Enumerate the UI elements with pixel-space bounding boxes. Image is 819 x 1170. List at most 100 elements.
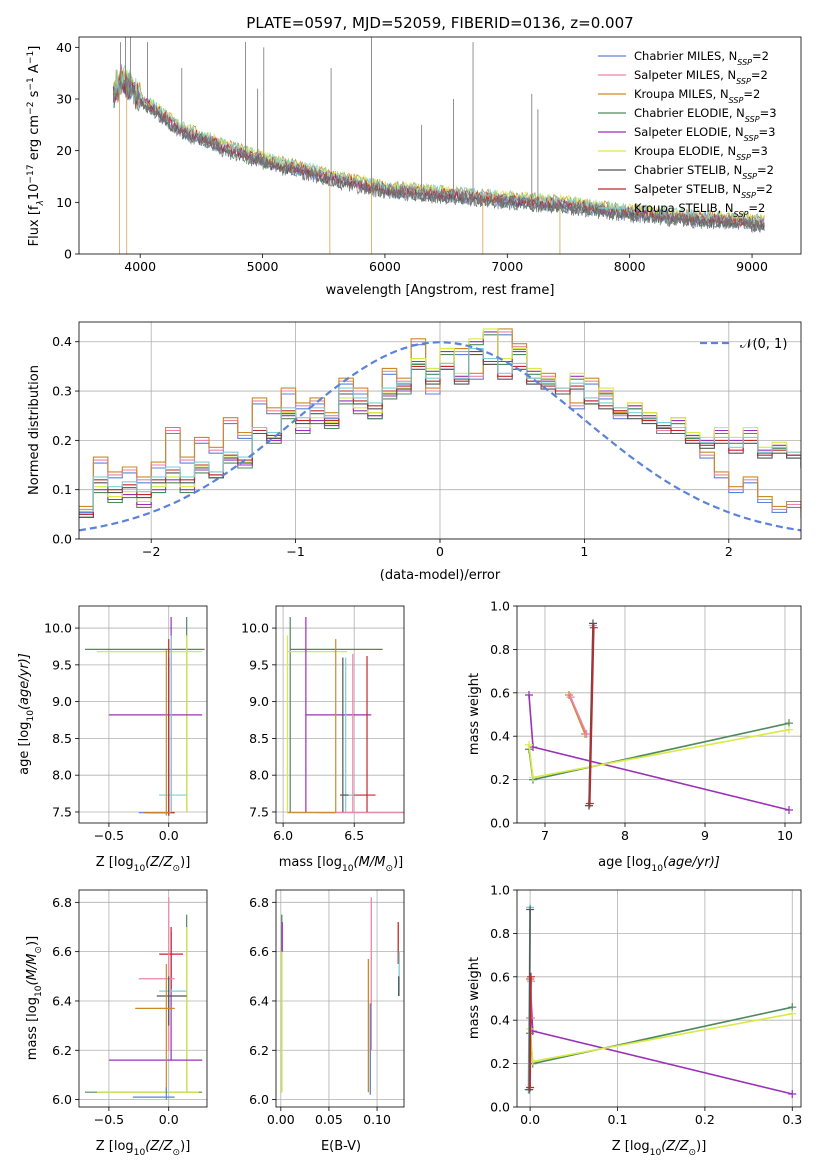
label-part: Salpeter ELODIE, N [634, 125, 744, 139]
label-part: 10 [134, 1148, 146, 1158]
y-tick-label: 40 [56, 40, 72, 55]
label-part: 10 [650, 1148, 662, 1158]
chart-spectrum: 4000 5000 6000 7000 8000 9000 0 10 20 30 40 PLATE=0… [26, 14, 802, 298]
plus-marker [785, 725, 793, 734]
x-tick-label: 0 [436, 544, 444, 559]
plus-marker [526, 905, 535, 914]
y-tick-label: 6.4 [52, 993, 72, 1008]
label-part: λ [36, 200, 46, 206]
x-axis-label: age [log10(age/yr)] [598, 855, 720, 874]
x-tick-label: −2 [142, 544, 160, 559]
label-part: Flux [f [27, 205, 42, 246]
label-part: (Z/Z [661, 1139, 689, 1154]
x-axis-label: Z [log10(Z/Z⊙)] [96, 1139, 191, 1158]
axes-frame [516, 889, 802, 1108]
plus-marker [589, 623, 598, 632]
label-part: ⊙ [34, 946, 44, 954]
chart-title: PLATE=0597, MJD=52059, FIBERID=0136, z=0… [246, 14, 633, 32]
y-tick-label: 6.8 [249, 895, 269, 910]
plus-marker [526, 972, 535, 981]
label-part: )] [180, 855, 190, 870]
plus-marker [785, 805, 793, 814]
label-part: )] [25, 936, 40, 946]
label-part: (age/yr)] [17, 653, 32, 710]
y-tick-label: 0.0 [52, 532, 72, 547]
label-part: Salpeter STELIB, N [634, 182, 741, 196]
histogram-step-line [79, 334, 801, 518]
label-part: =2 [757, 163, 774, 177]
label-part: (M/M [25, 954, 40, 986]
label-part: age [log [598, 855, 651, 870]
y-tick-label: 30 [56, 92, 72, 107]
x-tick-label: 1 [580, 544, 588, 559]
label-part: Z [log [612, 1139, 650, 1154]
legend-entry: 𝒩(0, 1) [740, 337, 787, 352]
x-axis-label: Z [log10(Z/Z⊙)] [96, 855, 191, 874]
label-part: (M/M [354, 855, 386, 870]
label-part: 10 [342, 864, 354, 874]
label-part: −2 [26, 102, 36, 115]
y-tick-label: 0.4 [490, 1013, 510, 1028]
y-tick-label: 9.0 [52, 694, 72, 709]
x-tick-label: −1 [286, 544, 304, 559]
label-part: SSP [734, 210, 749, 219]
label-part: s [27, 90, 42, 101]
y-tick-label: 8.0 [52, 768, 72, 783]
y-tick-label: 0.8 [490, 926, 510, 941]
plus-marker [525, 690, 533, 699]
plus-marker [582, 730, 591, 739]
y-tick-label: 6.2 [249, 1043, 269, 1058]
label-part: 10 [27, 184, 42, 201]
label-part: 10 [651, 864, 663, 874]
y-axis-label: Flux [fλ10−17 erg cm−2 s−1 A−1] [26, 46, 46, 247]
label-part: )] [180, 1139, 190, 1154]
label-part: )] [393, 855, 403, 870]
chart-mass-weight-vs-Z: 0.0 0.1 0.2 0.3 0.0 0.2 0.4 0.6 0.8 1.0 Z [log10(Z… [467, 883, 802, 1159]
plot-area [79, 890, 207, 1107]
y-tick-label: 8.5 [249, 731, 269, 746]
y-tick-label: 8.0 [249, 768, 269, 783]
y-tick-label: 1.0 [490, 599, 510, 614]
chart-mass-vs-Z: −0.5 0.06.06.26.46.66.8Z [log10(Z/Z⊙)]mas… [25, 889, 208, 1158]
plot-area [79, 322, 801, 539]
x-tick-label: 0.10 [363, 1112, 391, 1127]
x-tick-label: 2 [725, 544, 733, 559]
label-part: Chabrier STELIB, N [634, 163, 742, 177]
x-tick-label: 4000 [124, 259, 156, 274]
label-part: erg cm [27, 115, 42, 164]
label-part: Kroupa MILES, N [634, 87, 729, 101]
x-axis-label: E(B-V) [321, 1139, 361, 1154]
label-part: SSP [745, 115, 760, 124]
x-axis-label: mass [log10(M/M⊙)] [279, 855, 403, 874]
label-part: Z [log [96, 1139, 134, 1154]
x-tick-label: 7000 [491, 259, 523, 274]
x-axis-label: (data-model)/error [380, 568, 501, 583]
label-part: 10 [34, 985, 44, 997]
plus-marker [585, 801, 593, 810]
x-tick-label: 0.1 [608, 1112, 628, 1127]
y-tick-label: 0.2 [52, 433, 72, 448]
plot-area [517, 606, 801, 823]
label-part: mass [log [279, 855, 342, 870]
label-part: ⊙ [173, 864, 181, 874]
axes-frame [78, 36, 802, 255]
plus-marker [529, 773, 537, 782]
axes-frame [78, 321, 802, 540]
axes-frame [78, 889, 208, 1108]
y-tick-label: 0.2 [490, 1056, 510, 1071]
weight-line [589, 627, 595, 804]
legend-entry: Kroupa MILES, NSSP=2 [634, 87, 760, 105]
label-part: ] [27, 46, 42, 51]
y-tick-label: 9.0 [249, 694, 269, 709]
label-part: (Z/Z [145, 1139, 173, 1154]
y-tick-label: 20 [56, 143, 72, 158]
label-part: =3 [758, 125, 775, 139]
x-tick-label: 7 [541, 828, 549, 843]
chart-mass-vs-ebv: 0.00 0.05 0.10 6.0 6.2 6.4 6.6 6.8 E(B-V) [249, 889, 405, 1154]
y-tick-label: 1.0 [490, 883, 510, 898]
weight-line [529, 1012, 793, 1063]
plot-area [79, 606, 207, 823]
x-tick-label: 6000 [369, 259, 401, 274]
